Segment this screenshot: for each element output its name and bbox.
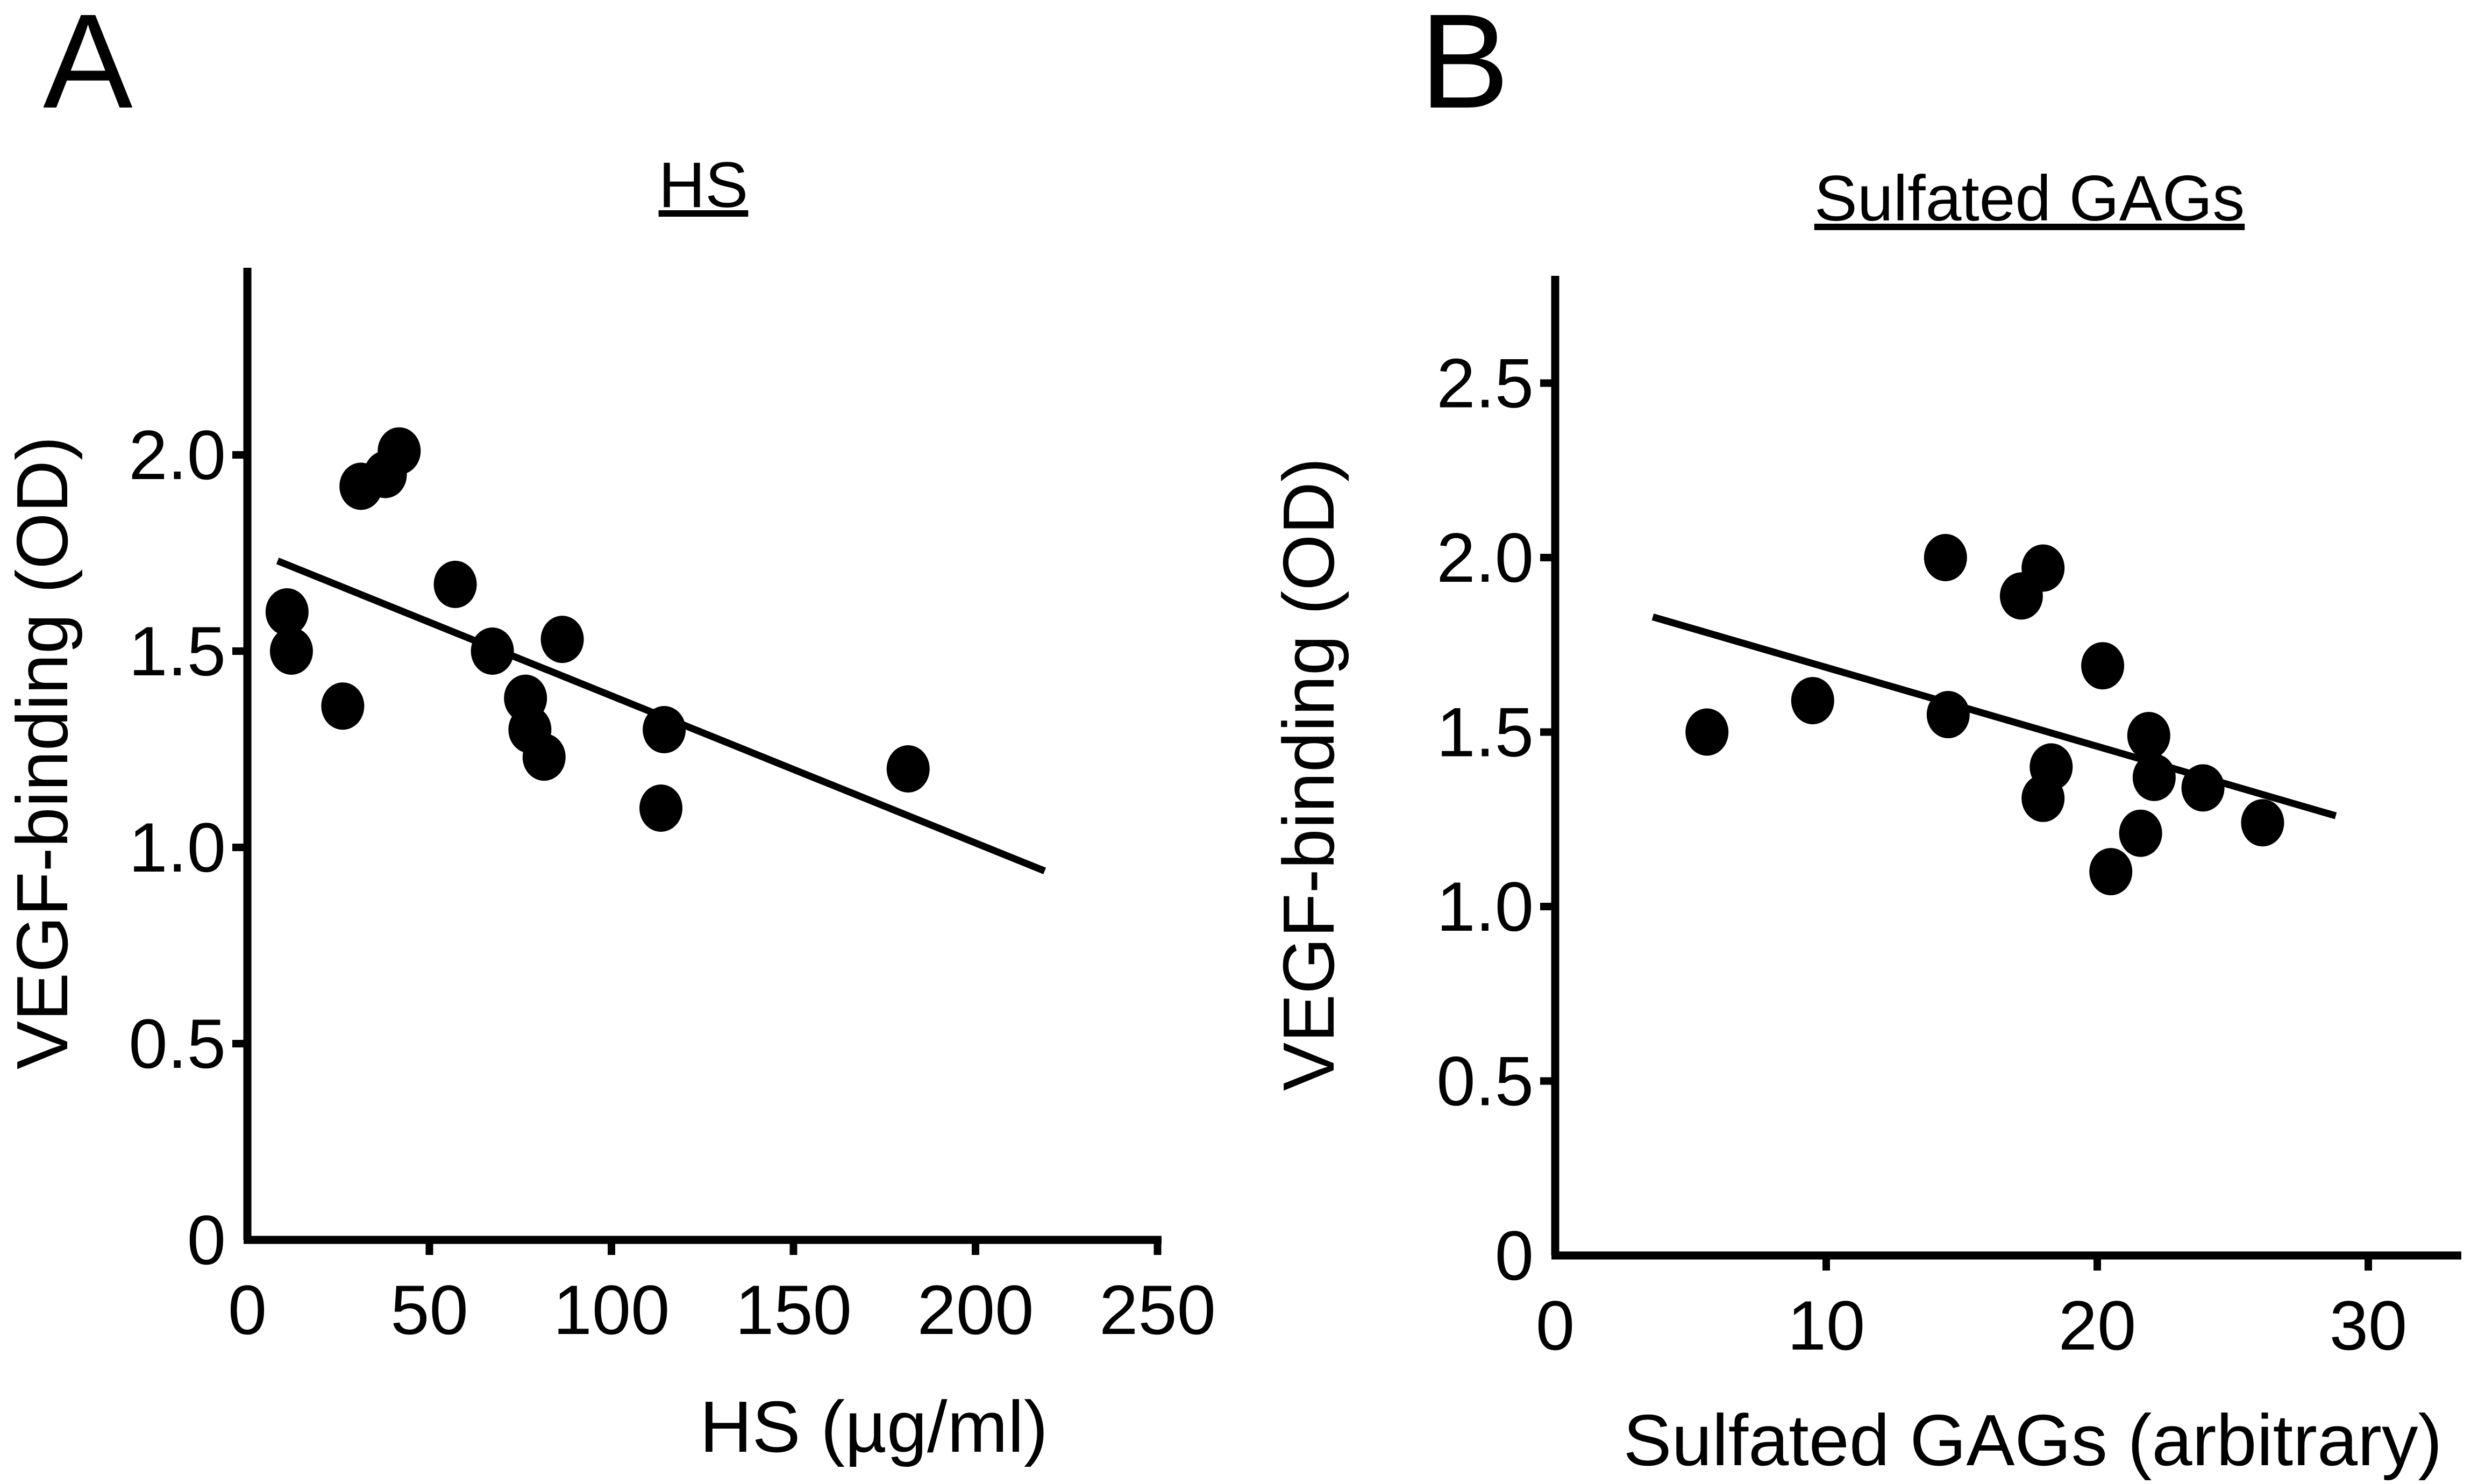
panel-b: B Sulfated GAGs Sulfated GAGs (arbitrary… — [1268, 0, 2461, 1481]
y-tick-label-a: 0.5 — [129, 1004, 226, 1083]
y-axis-label-a: VEGF-binding (OD) — [2, 436, 83, 1069]
data-point-a — [540, 616, 584, 663]
data-point-b — [1685, 708, 1729, 756]
x-axis-label-a: HS (µg/ml) — [700, 1386, 1048, 1467]
y-tick-label-a: 2.0 — [129, 416, 226, 494]
y-tick-label-b: 1.5 — [1436, 693, 1534, 772]
panel-label-a: A — [43, 0, 133, 136]
data-point-b — [2132, 753, 2176, 801]
y-axis-label-b: VEGF-binding (OD) — [1268, 458, 1349, 1091]
data-point-a — [643, 706, 686, 753]
data-point-a — [433, 560, 477, 608]
regression-line-b — [1651, 613, 2337, 819]
data-point-b — [2241, 799, 2284, 847]
y-tick-label-a: 0 — [187, 1201, 226, 1279]
data-point-b — [2021, 544, 2065, 592]
data-point-b — [1791, 677, 1834, 725]
x-tick-label-a: 250 — [1099, 1271, 1216, 1349]
data-point-b — [1926, 691, 1970, 739]
data-point-a — [639, 784, 683, 832]
chart-title-a: HS — [659, 149, 749, 221]
x-axis-label-b: Sulfated GAGs (arbitrary) — [1623, 1400, 2442, 1481]
data-point-a — [321, 682, 365, 730]
y-tick-label-a: 1.5 — [129, 612, 226, 690]
x-tick-label-b: 20 — [2059, 1286, 2137, 1365]
data-point-a — [269, 627, 313, 675]
data-point-a — [378, 427, 421, 475]
data-point-b — [2127, 711, 2170, 759]
y-tick-label-b: 1.0 — [1436, 867, 1534, 946]
x-tick-label-a: 50 — [390, 1271, 468, 1349]
x-tick-label-a: 150 — [735, 1271, 852, 1349]
panel-label-b: B — [1420, 0, 1509, 136]
data-point-a — [886, 745, 930, 793]
y-tick-label-b: 0.5 — [1436, 1042, 1534, 1121]
y-tick-label-b: 2.0 — [1436, 518, 1534, 597]
y-tick-label-b: 2.5 — [1436, 344, 1534, 423]
panel-a: A HS HS (µg/ml) VEGF-binding (OD) 0 0.5 1.… — [2, 0, 1216, 1467]
data-point-a — [522, 733, 566, 781]
data-point-a — [265, 588, 309, 636]
data-point-b — [1924, 534, 1967, 581]
x-tick-label-b: 0 — [1536, 1286, 1575, 1365]
data-point-b — [2021, 774, 2065, 822]
y-tick-label-a: 1.0 — [129, 808, 226, 887]
y-tick-label-b: 0 — [1495, 1216, 1534, 1295]
data-point-b — [2119, 809, 2162, 857]
data-point-a — [471, 627, 514, 675]
x-tick-label-a: 0 — [228, 1271, 267, 1349]
x-tick-label-a: 100 — [553, 1271, 670, 1349]
x-tick-label-a: 200 — [917, 1271, 1034, 1349]
chart-title-b: Sulfated GAGs — [1814, 162, 2245, 234]
data-point-b — [2181, 764, 2225, 812]
x-tick-label-b: 10 — [1788, 1286, 1865, 1365]
data-point-b — [2089, 848, 2133, 896]
x-tick-label-b: 30 — [2330, 1286, 2408, 1365]
data-point-b — [2081, 642, 2125, 690]
